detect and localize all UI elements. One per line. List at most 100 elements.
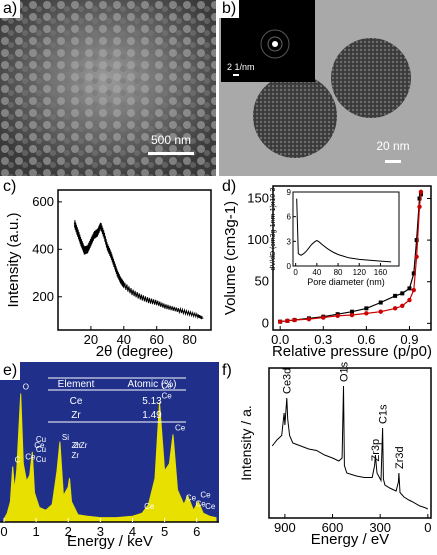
isotherm-point	[411, 271, 416, 276]
peak-label: Ce	[196, 499, 207, 508]
plot-frame	[272, 185, 432, 331]
x-axis-label: Energy / keV	[67, 533, 153, 550]
x-tick-label: 0.3	[314, 332, 332, 347]
isotherm-point	[306, 316, 312, 322]
isotherm-point	[407, 286, 412, 291]
inset-y-tick-label: 6	[287, 213, 292, 222]
peak-label: Ce	[25, 453, 36, 462]
particle	[253, 74, 337, 158]
xrd-series-line	[74, 220, 203, 320]
inset-series-line	[296, 198, 392, 263]
isotherm-point	[411, 287, 416, 293]
x-tick-label: 0	[0, 524, 7, 539]
isotherm-point	[277, 319, 283, 324]
peak-label: Ce	[144, 502, 155, 511]
peak-label: Ce	[200, 491, 211, 500]
inset-x-tick-label: 160	[374, 268, 388, 277]
peak-label: Zr3d	[394, 446, 406, 469]
x-tick-label: 0	[424, 520, 431, 535]
panel-label-d: d)	[219, 178, 240, 196]
xrd-point	[87, 248, 89, 250]
y-tick-label: 200	[32, 289, 54, 304]
peak-label: C1s	[378, 404, 390, 424]
isotherm-point	[378, 309, 383, 314]
inset-x-tick-label: 0	[293, 268, 298, 277]
xrd-point	[189, 312, 191, 314]
y-tick-label: 0	[262, 315, 269, 330]
table-cell: Zr	[71, 410, 81, 421]
panel-e-edx: Element Atomic (%) Ce 5.13 Zr 1.49 C O Ce Cu Cu Cu C…	[0, 362, 219, 550]
isotherm-point	[364, 306, 369, 311]
panel-f-xps: 900 600 300 0 Ce3d O1s Zr3p C1s Zr3d Energy / eV I…	[219, 361, 437, 550]
x-tick-label: 300	[369, 520, 391, 535]
inset-scale-label: 2 1/nm	[227, 62, 255, 72]
edx-background	[0, 362, 219, 522]
x-tick-label: 0.0	[271, 332, 289, 347]
y-axis-label: Volume (cm3g-1)	[222, 201, 239, 315]
isotherm-point	[292, 317, 297, 323]
xrd-point	[180, 310, 182, 312]
xrd-point	[197, 315, 199, 317]
chart-d: 0.0 0.3 0.6 0.9 0 50 100 150 0 40 80 120 160 0 3 6 9 Pore…	[222, 185, 432, 360]
isotherm-point	[364, 311, 369, 316]
xrd-point	[139, 296, 141, 298]
peak-label: Ce	[186, 493, 197, 502]
plot-frame	[57, 189, 212, 331]
isotherm-point	[417, 196, 422, 201]
xrd-point	[77, 232, 79, 234]
x-tick-label: 40	[117, 332, 131, 347]
isotherm-point	[417, 204, 422, 210]
table-cell: Ce	[70, 396, 83, 407]
panel-label-c: c)	[0, 178, 20, 196]
scale-label-a: 500 nm	[151, 133, 191, 147]
x-axis-label: Energy / eV	[311, 531, 389, 548]
x-tick-label: 4	[129, 524, 136, 539]
inset-x-tick-label: 120	[353, 268, 367, 277]
peak-label: O1s	[338, 362, 350, 382]
inset-y-tick-label: 9	[287, 188, 292, 197]
y-axis-label: Intensity / a.	[238, 405, 254, 480]
y-axis-label: Intensity (a.u.)	[5, 212, 22, 307]
xrd-point	[164, 305, 166, 307]
peak-label: Ce	[161, 381, 172, 390]
xrd-point	[156, 302, 158, 304]
panel-label-b: b)	[219, 0, 240, 18]
xrd-point	[100, 224, 102, 227]
x-axis-label: 2θ (degree)	[96, 343, 174, 360]
scale-bar-b	[385, 160, 401, 163]
edx-spectrum-area	[3, 393, 217, 523]
x-tick-label: 3	[97, 524, 104, 539]
x-tick-label: 2	[65, 524, 72, 539]
scale-label-b: 20 nm	[376, 139, 409, 153]
xrd-point	[116, 272, 118, 274]
peak-label: Ce3d	[281, 368, 293, 394]
chart-f: 900 600 300 0 Ce3d O1s Zr3p C1s Zr3d Energy / eV I…	[238, 361, 432, 548]
inset-y-axis-label: dV/dD (cm3g-1nm-1)x10-3	[270, 187, 277, 270]
xrd-point	[106, 246, 108, 248]
x-axis-label: Relative pressure (p/p0)	[272, 343, 432, 360]
isotherm-series-line	[280, 191, 422, 323]
panel-label-a: a)	[0, 0, 21, 18]
xrd-point	[93, 234, 95, 236]
peak-label: Zr	[72, 441, 80, 450]
peak-label: Ce	[205, 502, 216, 511]
peak-label: C	[15, 456, 21, 465]
xrd-point	[113, 262, 115, 265]
inset-x-tick-label: 80	[334, 268, 343, 277]
x-tick-label: 1	[33, 524, 40, 539]
xrd-point	[119, 279, 122, 281]
tem-image: 2 1/nm 20 nm	[219, 0, 437, 176]
xrd-point	[172, 308, 174, 310]
panel-c-xrd: 20 40 60 80 200 400 600 2θ (degree) Intensity (a…	[0, 178, 219, 361]
xrd-point	[103, 234, 105, 236]
y-tick-label: 150	[247, 190, 269, 205]
isotherm-point	[321, 315, 326, 320]
xrd-point	[131, 291, 133, 293]
y-tick-label: 600	[32, 194, 54, 209]
isotherm-point	[393, 293, 398, 298]
x-tick-label: 60	[149, 332, 163, 347]
scale-bar-a	[148, 152, 194, 155]
isotherm-point	[400, 303, 405, 309]
particle	[331, 38, 411, 118]
